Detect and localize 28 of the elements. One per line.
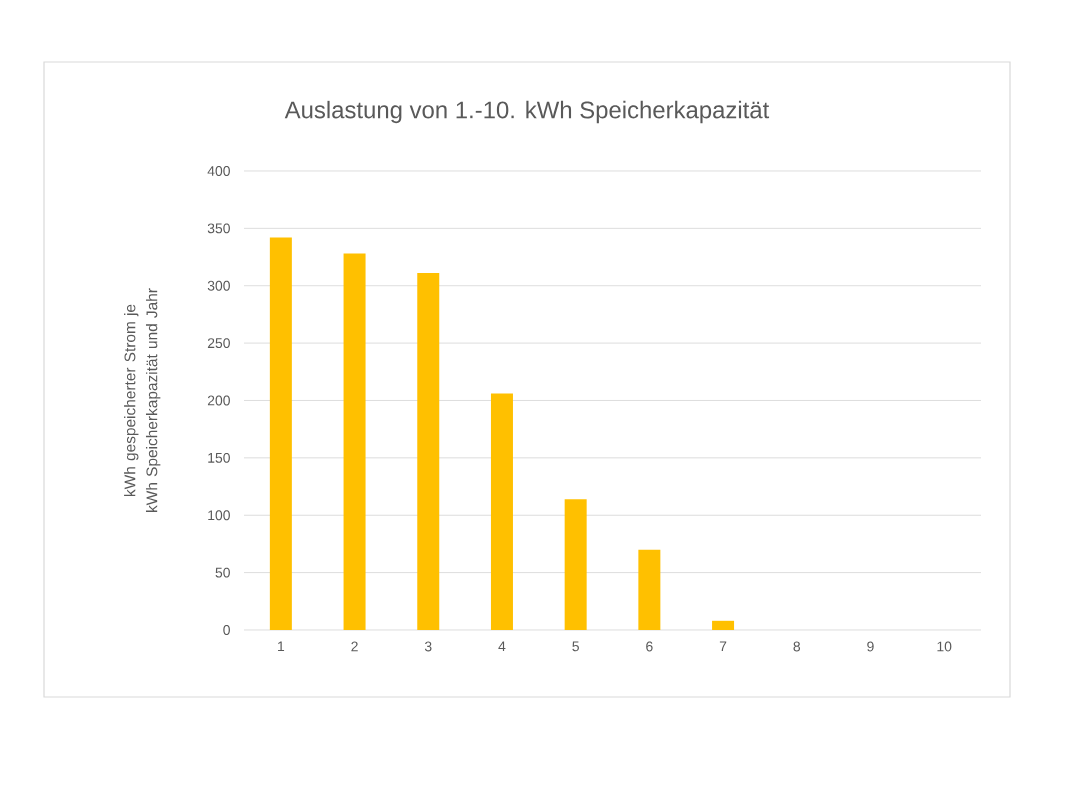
y-axis-title: kWh gespeicherter Strom je kWh Speicherkapazität und Jahr [124,288,161,512]
bar [564,499,587,630]
y-tick-label: 150 [208,452,230,463]
x-tick-label: 10 [937,641,952,652]
x-tick-label: 9 [867,641,874,652]
bar [712,620,735,630]
bar [638,549,661,630]
y-tick-label: 50 [215,567,230,578]
y-tick-label: 400 [207,166,230,176]
bar [490,393,513,630]
bar [269,237,292,630]
bar [343,253,366,630]
x-tick-label: 4 [498,641,506,652]
x-tick-label: 1 [278,641,285,652]
y-tick-label: 350 [207,223,230,234]
chart-title: Auslastung von 1.-10. kWh Speicherkapazität [284,100,770,124]
y-tick-label: 100 [208,510,230,521]
x-tick-label: 7 [719,641,727,652]
x-tick-label: 3 [424,641,432,652]
bar [417,273,440,630]
y-tick-label: 200 [207,395,230,406]
y-tick-label: 0 [223,625,230,635]
x-tick-label: 5 [572,641,579,652]
x-tick-label: 6 [646,641,653,652]
y-tick-label: 300 [207,280,230,291]
x-tick-label: 2 [351,641,358,652]
y-tick-label: 250 [207,338,230,349]
x-tick-label: 8 [793,641,801,652]
